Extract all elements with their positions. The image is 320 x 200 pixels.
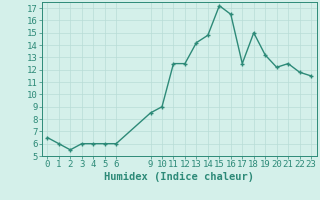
X-axis label: Humidex (Indice chaleur): Humidex (Indice chaleur) <box>104 172 254 182</box>
